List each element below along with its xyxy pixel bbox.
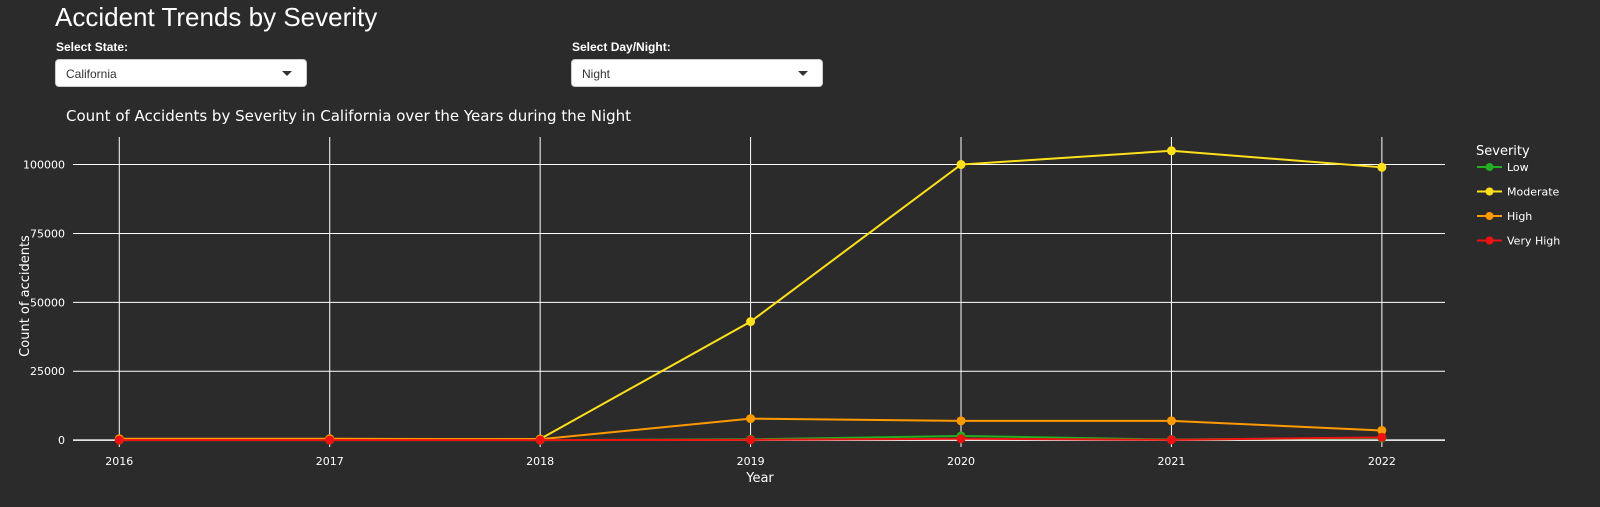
y-tick-label: 75000 — [30, 227, 65, 240]
x-axis-title: Year — [745, 471, 774, 486]
chevron-down-icon[interactable] — [798, 71, 808, 76]
x-tick-label: 2018 — [526, 455, 554, 468]
data-point-very-high — [535, 435, 545, 445]
data-point-very-high — [1377, 432, 1387, 442]
y-tick-label: 50000 — [30, 296, 65, 309]
x-tick-label: 2017 — [316, 455, 344, 468]
x-tick-label: 2020 — [947, 455, 975, 468]
state-select-label: Select State: — [56, 40, 129, 54]
state-dropdown[interactable]: California — [55, 59, 307, 87]
y-axis: 0 25000 50000 75000 100000 — [23, 159, 65, 448]
chart-grid — [73, 137, 1445, 447]
x-axis: 2016 2017 2018 2019 2020 2021 2022 — [105, 455, 1396, 468]
legend-label-moderate: Moderate — [1507, 186, 1560, 199]
legend-marker-high — [1485, 212, 1494, 220]
page-title: Accident Trends by Severity — [55, 2, 378, 32]
data-point-high — [1166, 416, 1176, 426]
data-point-moderate — [1377, 162, 1387, 172]
y-tick-label: 100000 — [23, 159, 65, 172]
x-tick-label: 2019 — [737, 455, 765, 468]
legend-label-high: High — [1507, 210, 1532, 223]
data-point-very-high — [956, 434, 966, 444]
chart-title: Count of Accidents by Severity in Califo… — [66, 107, 631, 125]
x-tick-label: 2021 — [1157, 455, 1185, 468]
data-point-very-high — [325, 435, 335, 445]
chart-series — [114, 146, 1387, 445]
data-point-very-high — [114, 435, 124, 445]
data-point-very-high — [746, 435, 756, 445]
y-tick-label: 0 — [58, 434, 65, 447]
legend-label-very-high: Very High — [1507, 235, 1560, 248]
data-point-moderate — [746, 317, 756, 327]
data-point-very-high — [1166, 435, 1176, 445]
x-tick-label: 2016 — [105, 455, 133, 468]
daynight-dropdown[interactable]: Night — [571, 59, 823, 87]
data-point-high — [746, 414, 756, 424]
x-tick-label: 2022 — [1368, 455, 1396, 468]
legend: Severity Low Moderate High Very High — [1476, 144, 1560, 248]
chevron-down-icon[interactable] — [282, 71, 292, 76]
y-axis-title: Count of accidents — [18, 235, 33, 357]
legend-marker-very-high — [1485, 236, 1494, 245]
daynight-select-label: Select Day/Night: — [572, 40, 671, 54]
legend-title: Severity — [1476, 144, 1530, 159]
data-point-moderate — [1166, 146, 1176, 156]
data-point-high — [956, 416, 966, 426]
legend-label-low: Low — [1507, 161, 1529, 174]
daynight-dropdown-value: Night — [582, 67, 611, 81]
legend-marker-moderate — [1485, 187, 1494, 196]
y-tick-label: 25000 — [30, 365, 65, 378]
data-point-moderate — [956, 160, 966, 170]
legend-marker-low — [1485, 163, 1494, 171]
data-point-high — [1377, 425, 1387, 435]
state-dropdown-value: California — [66, 67, 117, 81]
